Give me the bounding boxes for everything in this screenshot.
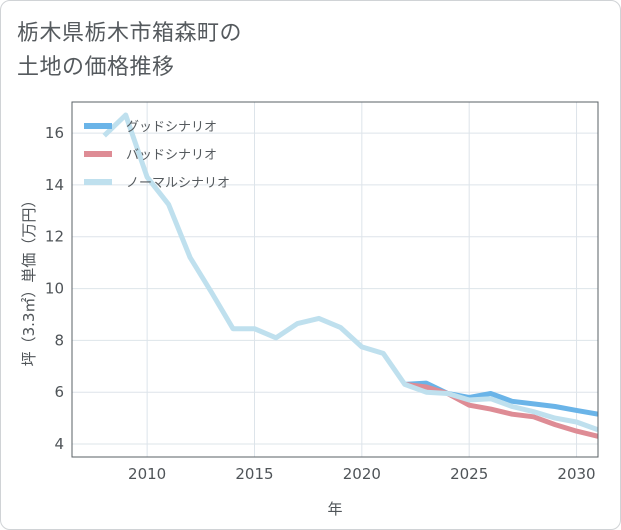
- y-axis-label: 坪（3.3㎡）単価（万円）: [20, 193, 38, 367]
- y-tick-label: 14: [45, 176, 64, 194]
- legend-label-bad: バッドシナリオ: [126, 148, 217, 163]
- x-axis-ticks: 2010 2015 2020 2025 2030: [128, 465, 596, 483]
- y-tick-label: 6: [54, 383, 64, 401]
- x-tick-label: 2030: [557, 465, 595, 483]
- x-axis-label: 年: [327, 500, 342, 518]
- series-line-bad: [404, 381, 598, 439]
- chart-title-line-2: 土地の価格推移: [17, 55, 175, 80]
- x-tick-label: 2025: [450, 465, 488, 483]
- y-tick-label: 12: [45, 228, 64, 246]
- y-tick-label: 16: [45, 124, 64, 142]
- x-tick-label: 2010: [128, 465, 166, 483]
- series-layer: [102, 112, 598, 439]
- chart-title: 栃木県栃木市箱森町の 土地の価格推移: [17, 17, 242, 85]
- y-tick-label: 4: [54, 435, 64, 453]
- legend-label-normal: ノーマルシナリオ: [126, 176, 230, 191]
- y-tick-label: 8: [54, 331, 64, 349]
- y-axis-ticks: 4 6 8 10 12 14 16: [45, 124, 64, 453]
- legend-label-good: グッドシナリオ: [126, 120, 217, 135]
- plot-frame: [71, 101, 599, 458]
- y-tick-label: 10: [45, 280, 64, 298]
- series-line-normal: [102, 112, 598, 433]
- x-tick-label: 2020: [343, 465, 381, 483]
- chart-title-line-1: 栃木県栃木市箱森町の: [17, 21, 243, 46]
- x-tick-label: 2015: [235, 465, 273, 483]
- grid: [72, 102, 598, 457]
